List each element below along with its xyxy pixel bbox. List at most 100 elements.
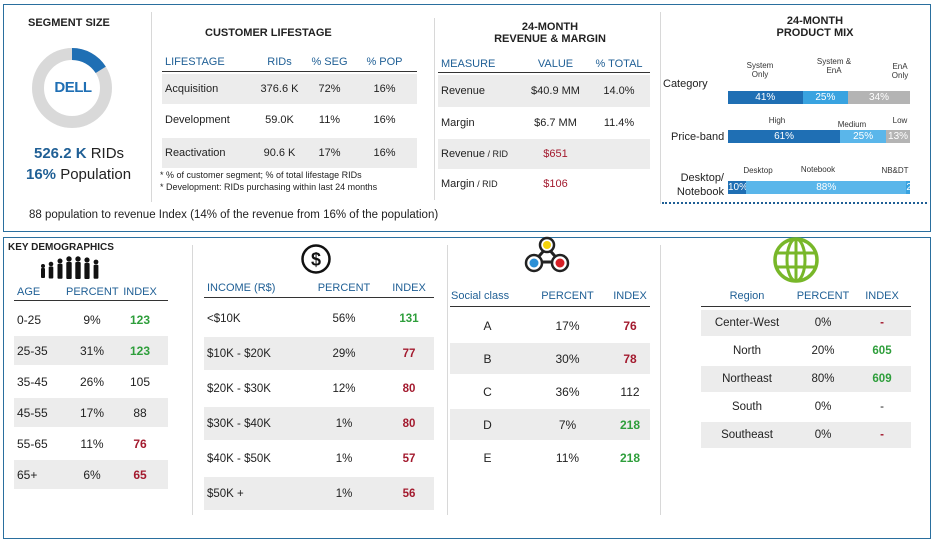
product-mix-title: 24-MONTH PRODUCT MIX xyxy=(740,15,890,39)
table-header: Region PERCENT INDEX xyxy=(701,286,911,307)
cell: $651 xyxy=(543,148,568,160)
row-label: $50K + xyxy=(207,487,244,500)
percent-value: 6% xyxy=(83,467,101,482)
index-value: 88 xyxy=(133,405,147,420)
col-header: PERCENT xyxy=(317,281,371,294)
revenue-table: MEASURE VALUE % TOTAL Revenue $40.9 MM 1… xyxy=(438,55,650,200)
segment-label: EnA Only xyxy=(891,62,909,80)
table-row: A 17% 76 xyxy=(450,310,650,341)
segment-donut xyxy=(32,48,112,128)
bar-segment: 34% xyxy=(848,91,910,104)
cell: Reactivation xyxy=(165,147,226,159)
top-panel xyxy=(3,4,931,232)
index-value: 123 xyxy=(129,312,151,327)
device-label-line: Desktop/ xyxy=(680,172,724,184)
table-row: $50K + 1% 56 xyxy=(204,477,434,510)
measure-suffix: / RID xyxy=(485,149,509,159)
cell: 16% xyxy=(373,83,396,95)
percent-value: 0% xyxy=(814,317,832,329)
col-header: AGE xyxy=(17,285,41,298)
segment-label: Desktop xyxy=(743,166,773,175)
index-value: 80 xyxy=(402,382,416,395)
product-mix-title-line: PRODUCT MIX xyxy=(776,27,854,39)
percent-value: 26% xyxy=(79,374,105,389)
table-row: Revenue $40.9 MM 14.0% xyxy=(438,75,650,107)
index-value: 123 xyxy=(129,343,151,358)
measure-label: Margin xyxy=(441,117,475,129)
bar-segment: 2% xyxy=(906,181,921,194)
table-row: 65+ 6% 65 xyxy=(14,460,168,489)
percent-value: 9% xyxy=(83,312,101,327)
dell-logo: DELL xyxy=(54,79,92,96)
cell: 14.0% xyxy=(603,85,635,97)
bar-segment: 61% xyxy=(728,130,841,143)
segment-size-title: SEGMENT SIZE xyxy=(28,17,110,29)
divider xyxy=(660,245,661,515)
revenue-title-line: REVENUE & MARGIN xyxy=(494,33,606,45)
bar-segment: 13% xyxy=(886,130,910,143)
table-row: <$10K 56% 131 xyxy=(204,302,434,335)
percent-value: 20% xyxy=(811,345,835,357)
measure-suffix: / RID xyxy=(474,179,498,189)
cell: 90.6 K xyxy=(263,147,296,159)
table-row: Revenue / RID $651 xyxy=(438,139,650,169)
col-header: VALUE xyxy=(537,57,574,70)
cell: Margin xyxy=(438,117,523,129)
index-value: 56 xyxy=(402,487,416,500)
row-label: A xyxy=(483,318,492,333)
measure-label: Revenue xyxy=(441,85,486,97)
population-value: 16% xyxy=(26,166,57,183)
region-table: Region PERCENT INDEX Center-West 0% - North… xyxy=(701,286,911,451)
cell: Margin / RID xyxy=(438,178,523,190)
population-readout: 16% Population xyxy=(26,166,131,183)
row-label: South xyxy=(731,401,763,413)
col-header: LIFESTAGE xyxy=(165,55,225,68)
device-bar: 10% 88% 2% xyxy=(728,181,921,194)
index-value: 131 xyxy=(399,312,419,325)
percent-value: 17% xyxy=(79,405,105,420)
percent-value: 80% xyxy=(811,373,835,385)
category-label: Category xyxy=(663,78,708,90)
category-bar: 41% 25% 34% xyxy=(728,91,910,104)
cell: Revenue xyxy=(438,85,523,97)
index-value: 609 xyxy=(872,373,892,385)
row-label: Southeast xyxy=(721,429,773,441)
index-value: - xyxy=(880,317,884,329)
index-value: 218 xyxy=(619,450,641,465)
table-row: B 30% 78 xyxy=(450,343,650,374)
segment-label: System Only xyxy=(746,61,774,79)
table-header: LIFESTAGE RIDs % SEG % POP xyxy=(162,52,417,72)
cell: Acquisition xyxy=(165,83,219,95)
bar-segment: 25% xyxy=(802,91,849,104)
row-label: 65+ xyxy=(17,467,38,482)
device-label: Desktop/ Notebook xyxy=(672,171,724,199)
cell: 16% xyxy=(373,114,396,126)
col-header: Region xyxy=(729,290,765,302)
col-header: INDEX xyxy=(865,290,899,302)
lifestage-title: CUSTOMER LIFESTAGE xyxy=(205,27,332,39)
row-label: C xyxy=(483,384,492,399)
index-value: - xyxy=(880,401,884,413)
percent-value: 0% xyxy=(814,429,832,441)
col-header: INDEX xyxy=(123,285,157,298)
percent-value: 1% xyxy=(335,487,353,500)
rids-label: RIDs xyxy=(90,145,125,162)
divider xyxy=(192,245,193,515)
row-label: Northeast xyxy=(722,373,772,385)
lifestage-note: * % of customer segment; % of total life… xyxy=(160,170,362,180)
col-header: INDEX xyxy=(613,289,647,302)
table-row: 35-45 26% 105 xyxy=(14,367,168,396)
table-row: D 7% 218 xyxy=(450,409,650,440)
age-table: AGE PERCENT INDEX 0-25 9% 123 25-35 31% 123 35… xyxy=(14,283,168,489)
col-header: PERCENT xyxy=(66,285,119,298)
device-label-line: Notebook xyxy=(676,186,724,198)
price-band-bar: 61% 25% 13% xyxy=(728,130,910,143)
segment-label: High xyxy=(768,116,786,125)
globe-icon xyxy=(773,237,819,283)
table-header: Social class PERCENT INDEX xyxy=(450,285,650,307)
table-row: 45-55 17% 88 xyxy=(14,398,168,427)
percent-value: 36% xyxy=(555,384,580,399)
segment-label: NB&DT xyxy=(881,166,909,175)
table-header: MEASURE VALUE % TOTAL xyxy=(438,55,650,73)
price-band-label: Price-band xyxy=(671,131,725,143)
